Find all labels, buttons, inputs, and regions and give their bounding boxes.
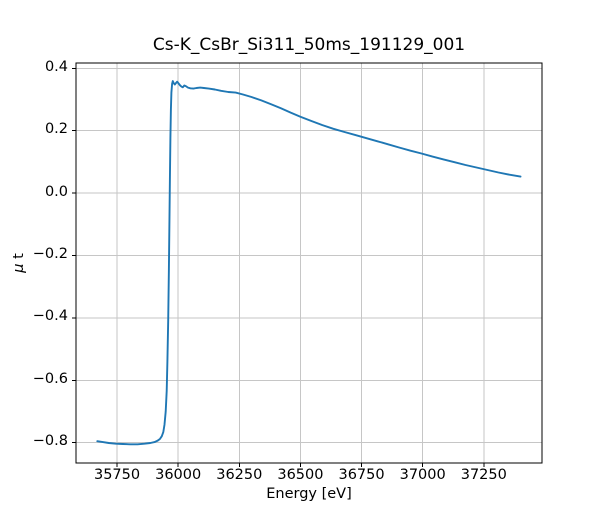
tick-marks: [72, 67, 485, 467]
x-tick-label: 36750: [338, 467, 385, 483]
x-tick-label: 35750: [93, 467, 141, 483]
y-tick-label: 0.2: [44, 121, 68, 138]
y-tick-label: −0.4: [32, 308, 68, 325]
y-tick-label: 0.4: [44, 58, 68, 75]
data-line: [96, 80, 522, 446]
y-tick-label: 0.0: [44, 183, 68, 200]
y-tick-label: −0.6: [32, 370, 68, 387]
x-tick-label: 37250: [460, 467, 507, 483]
x-axis-label: Energy [eV]: [266, 486, 352, 502]
x-tick-label: 37000: [399, 467, 446, 483]
gridlines: [76, 63, 542, 463]
y-axis-label-mu: μ: [11, 263, 27, 273]
x-tick-label: 36000: [155, 467, 202, 483]
x-tick-label: 36250: [216, 467, 263, 483]
y-tick-label: −0.8: [32, 433, 68, 450]
x-tick-label: 36500: [277, 467, 324, 483]
chart-title: Cs-K_CsBr_Si311_50ms_191129_001: [152, 35, 466, 55]
y-tick-label: −0.2: [32, 246, 68, 262]
plot-frame: [75, 62, 543, 464]
